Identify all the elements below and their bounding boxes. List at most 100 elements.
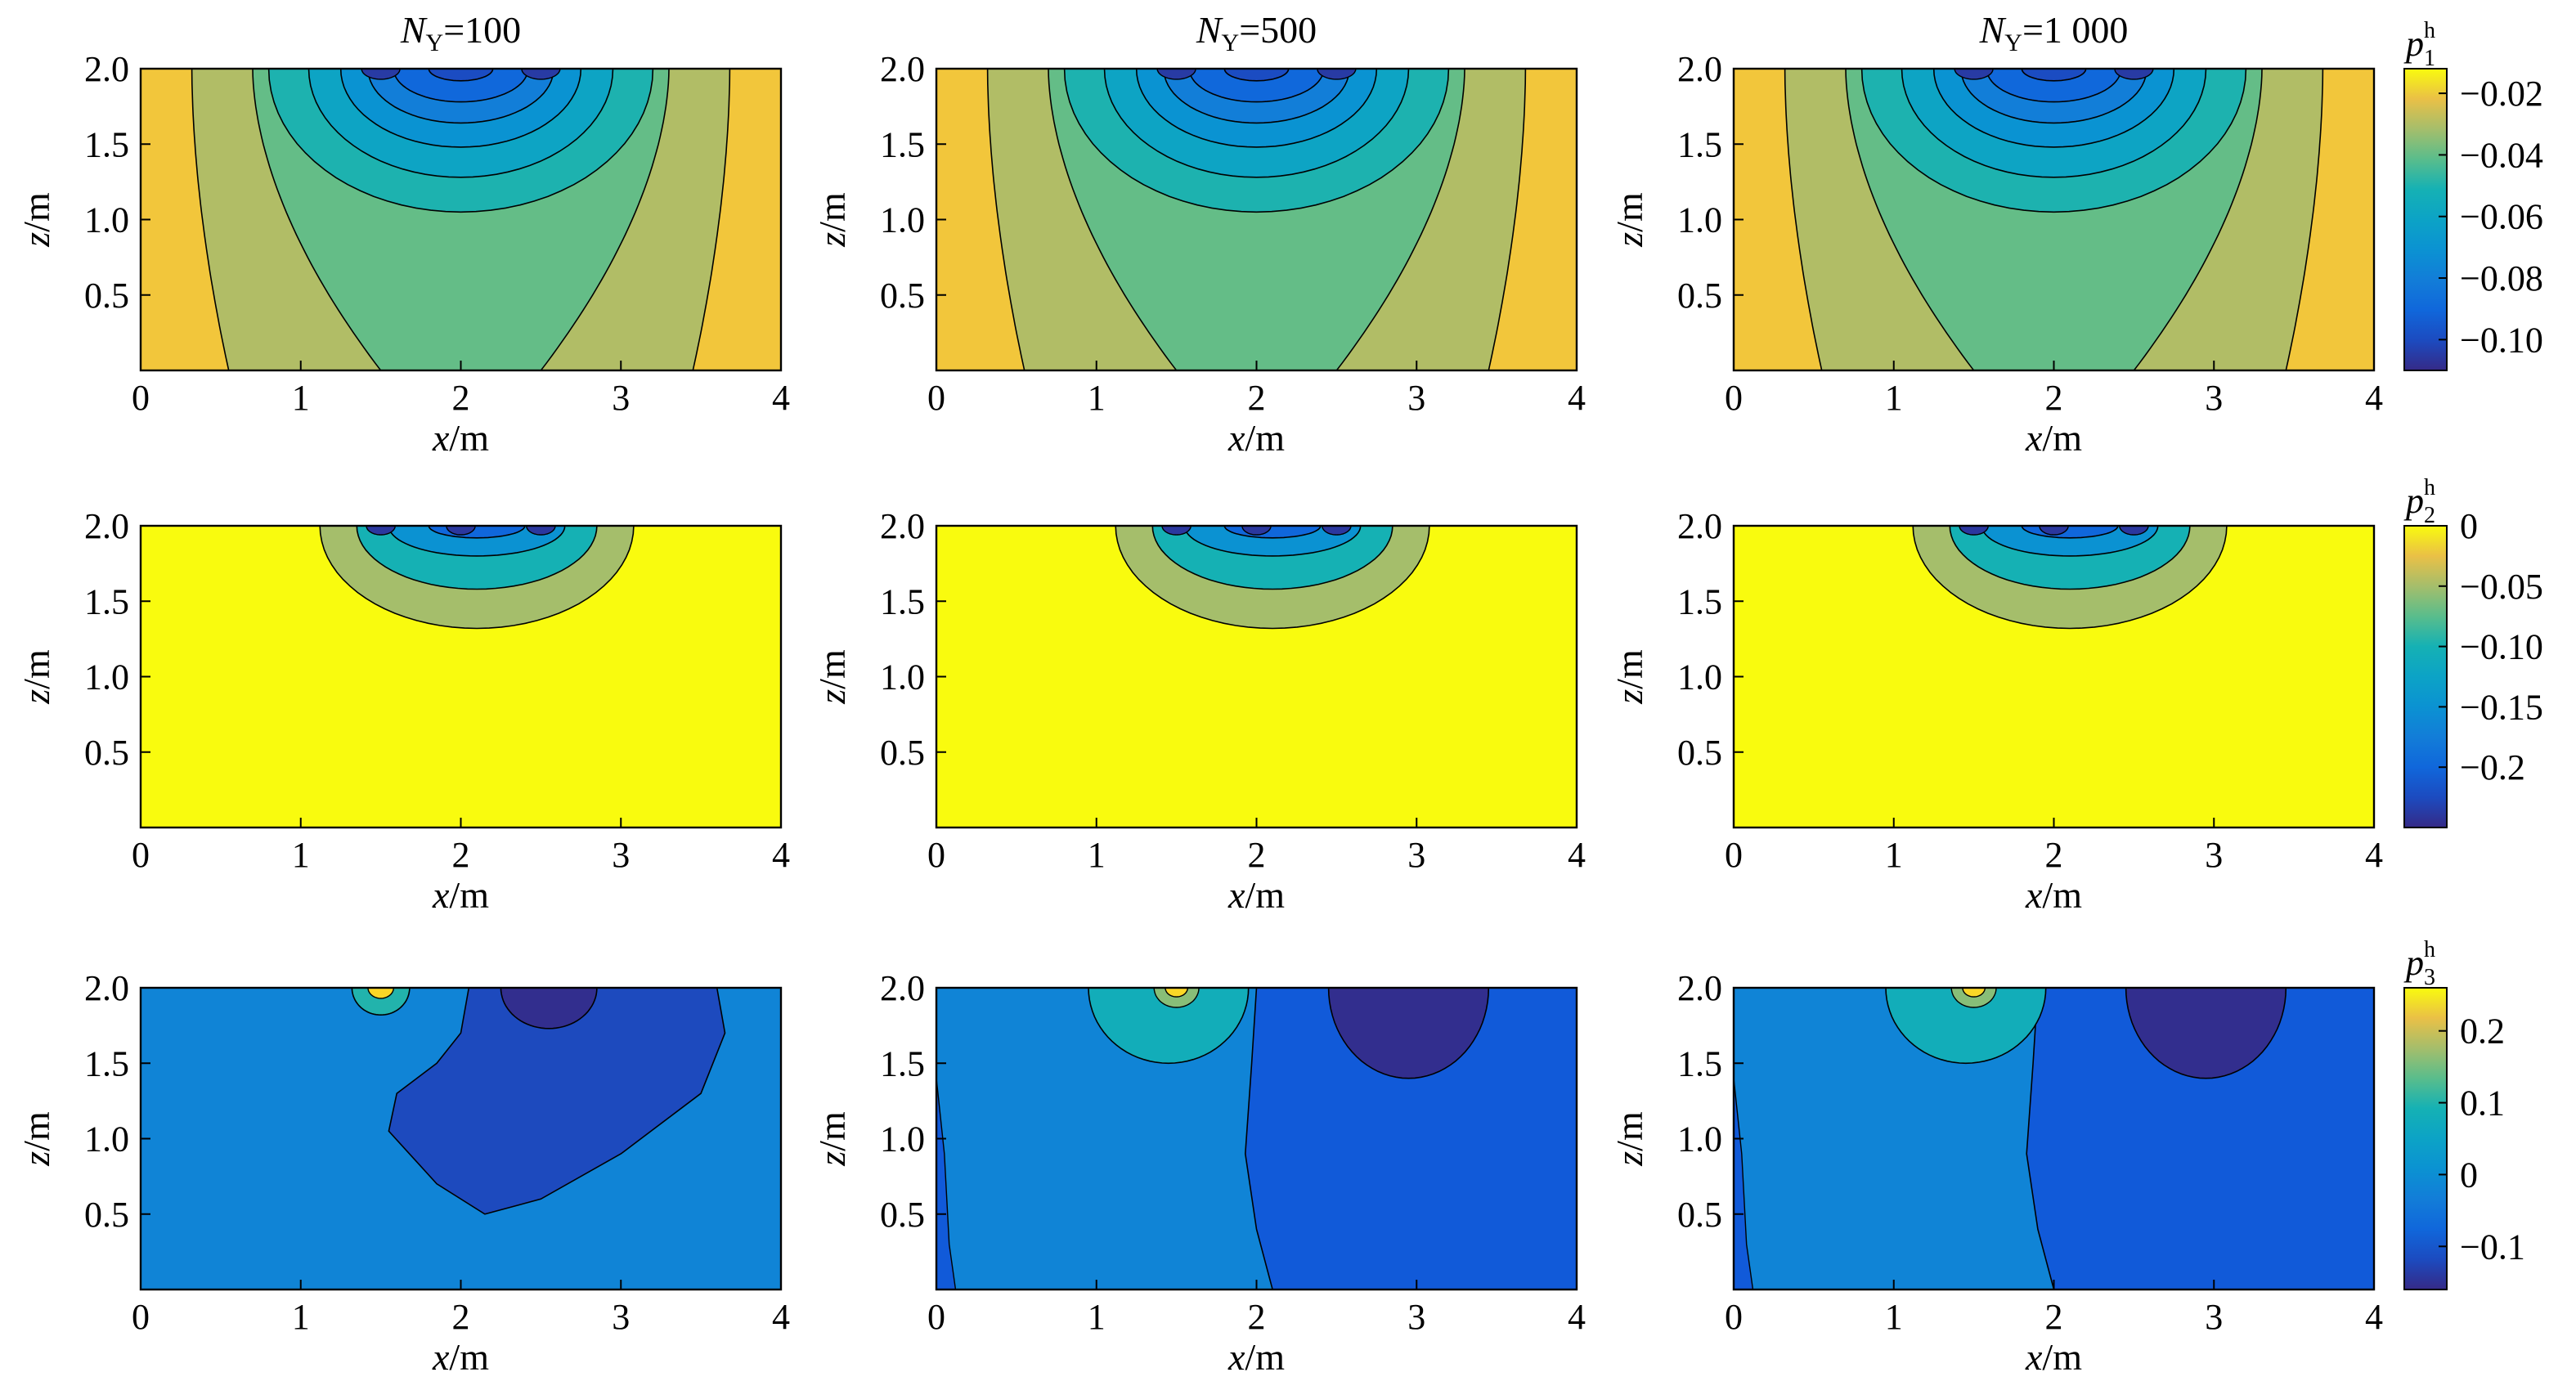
x-tick-label: 0 [132,835,150,875]
y-tick-label: 2.0 [84,49,129,89]
x-tick-label: 4 [2365,378,2383,418]
x-tick-label: 2 [1248,835,1266,875]
x-tick-label: 1 [292,1297,310,1337]
contour-region [1981,525,2159,557]
panel-p2-100 [141,525,781,828]
colorbar-gradient [2404,988,2447,1290]
x-tick-label: 4 [772,1297,790,1337]
contour-region [1954,68,1994,80]
colorbar-tick-label: −0.04 [2460,135,2543,175]
contour-region [428,68,494,82]
contour-region [500,987,598,1029]
y-tick-label: 1.5 [880,124,925,164]
contour-region [1327,987,1490,1079]
contour-region [1962,987,1986,998]
y-tick-label: 0.5 [880,733,925,773]
contour-region [2114,68,2154,80]
panel-p1-1000 [1734,68,2374,371]
y-tick-label: 1.0 [880,657,925,698]
y-tick-label: 2.0 [84,506,129,546]
y-tick-label: 1.5 [84,124,129,164]
panel-p3-1000 [1733,987,2375,1290]
x-tick-label: 2 [452,835,470,875]
contour-region [1156,68,1196,80]
panel-frames [139,67,2448,1291]
y-tick-label: 1.0 [880,1119,925,1160]
contour-fills [141,68,2447,1290]
contour-region [1153,987,1200,1008]
y-tick-label: 0.5 [880,276,925,316]
contour-region [1223,68,1290,82]
contour-region [1317,68,1357,80]
colorbar-tick-label: −0.15 [2460,687,2543,727]
x-axis-label: x/m [432,417,489,459]
y-tick-label: 2.0 [1677,506,1722,546]
y-tick-label: 1.5 [880,1043,925,1083]
contour-region [521,68,561,80]
colorbar-label: p3h [2403,937,2435,990]
colorbar-tick-label: 0.2 [2460,1011,2505,1052]
x-tick-label: 2 [1248,1297,1266,1337]
x-tick-label: 0 [927,835,945,875]
x-tick-label: 0 [1725,835,1743,875]
y-tick-label: 2.0 [84,968,129,1008]
y-tick-label: 0.5 [84,1195,129,1235]
y-axis-label: z/m [1609,1111,1650,1167]
x-tick-label: 3 [1407,835,1425,875]
y-tick-label: 1.5 [84,581,129,621]
x-axis-label: x/m [1227,874,1285,916]
y-tick-label: 2.0 [880,506,925,546]
x-tick-label: 1 [1885,1297,1903,1337]
colorbar-tick-label: −0.02 [2460,74,2543,114]
panel-p2-500 [936,525,1577,828]
x-tick-label: 3 [612,835,630,875]
contour-region [361,68,401,80]
x-tick-label: 0 [1725,378,1743,418]
contour-region [1088,987,1250,1065]
x-tick-label: 1 [1088,835,1106,875]
contour-region [1183,525,1362,557]
x-tick-label: 4 [772,835,790,875]
column-title: NY=1 000 [1979,9,2129,56]
x-tick-label: 0 [927,378,945,418]
x-tick-label: 2 [1248,378,1266,418]
y-axis-label: z/m [811,649,853,705]
colorbar-tick-label: 0 [2460,1155,2478,1195]
contour-region [1165,987,1188,998]
x-tick-label: 4 [1568,378,1586,418]
colorbar-tick-label: −0.10 [2460,320,2543,360]
x-tick-label: 1 [292,378,310,418]
contour-region [1161,525,1192,536]
x-tick-label: 1 [1885,378,1903,418]
y-tick-label: 1.0 [880,200,925,240]
y-tick-label: 0.5 [1677,733,1722,773]
x-tick-label: 3 [2205,1297,2223,1337]
y-axis-label: z/m [811,1111,853,1167]
x-tick-label: 0 [132,378,150,418]
contour-region [446,525,476,536]
colorbar-frame [2403,68,2448,371]
column-title: NY=500 [1196,9,1317,56]
x-tick-label: 2 [2045,378,2063,418]
x-axis-label: x/m [2025,417,2082,459]
y-axis-label: z/m [16,192,57,248]
x-tick-label: 3 [1407,378,1425,418]
contour-region [367,987,395,999]
contour-region [2125,987,2287,1079]
colorbar-tick-label: −0.2 [2460,747,2525,787]
contour-region [2021,68,2087,82]
y-tick-label: 0.5 [1677,276,1722,316]
y-tick-label: 2.0 [1677,968,1722,1008]
contour-region [388,987,726,1215]
y-tick-label: 1.0 [84,200,129,240]
contour-region [526,525,556,536]
x-tick-label: 4 [1568,1297,1586,1337]
y-axis-label: z/m [811,192,853,248]
x-tick-label: 0 [927,1297,945,1337]
panel-p2-1000 [1734,525,2374,828]
colorbar-tick-label: 0.1 [2460,1083,2505,1124]
y-tick-label: 2.0 [1677,49,1722,89]
y-tick-label: 0.5 [84,276,129,316]
contour-region [393,68,529,103]
colorbar-label: p2h [2403,475,2435,528]
